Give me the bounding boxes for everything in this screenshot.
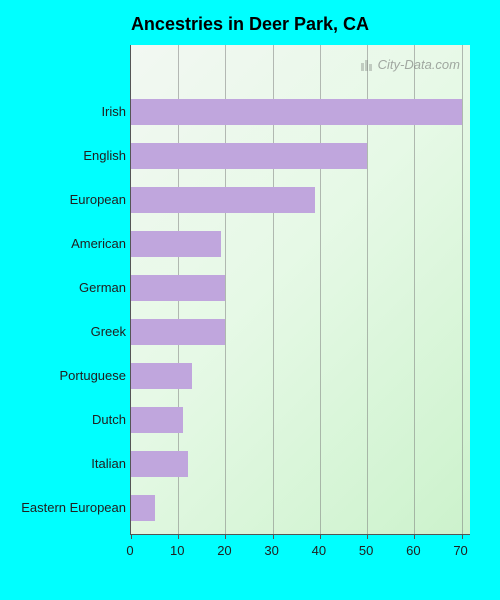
bar: [131, 187, 315, 213]
watermark: City-Data.com: [360, 57, 460, 72]
bar: [131, 451, 188, 477]
x-tick-label: 70: [453, 543, 467, 558]
y-tick-label: Portuguese: [20, 363, 126, 389]
bar: [131, 275, 225, 301]
y-tick-label: European: [20, 187, 126, 213]
watermark-text: City-Data.com: [378, 57, 460, 72]
x-tick-label: 20: [217, 543, 231, 558]
x-tick: [462, 535, 463, 539]
plot-area: City-Data.com: [130, 45, 470, 535]
x-tick-label: 40: [312, 543, 326, 558]
bar: [131, 363, 192, 389]
bar: [131, 495, 155, 521]
y-tick-label: Irish: [20, 99, 126, 125]
x-tick-label: 60: [406, 543, 420, 558]
x-tick: [225, 535, 226, 539]
gridline: [462, 45, 463, 534]
bar: [131, 99, 462, 125]
y-tick-label: American: [20, 231, 126, 257]
bar: [131, 407, 183, 433]
bar: [131, 231, 221, 257]
bar: [131, 143, 367, 169]
y-tick-label: Greek: [20, 319, 126, 345]
y-axis-labels: Irish English European American German Greek P…: [20, 45, 126, 535]
x-tick: [320, 535, 321, 539]
x-tick: [178, 535, 179, 539]
x-tick-label: 0: [126, 543, 133, 558]
x-tick: [367, 535, 368, 539]
x-tick-label: 10: [170, 543, 184, 558]
bar: [131, 319, 225, 345]
plot-wrap: Irish English European American German Greek P…: [20, 45, 480, 575]
y-tick-label: Eastern European: [20, 495, 126, 521]
y-tick-label: Dutch: [20, 407, 126, 433]
x-tick-label: 30: [264, 543, 278, 558]
chart-title: Ancestries in Deer Park, CA: [131, 14, 369, 35]
x-tick-label: 50: [359, 543, 373, 558]
x-axis-labels: 010203040506070: [130, 543, 470, 563]
x-tick: [273, 535, 274, 539]
x-tick: [414, 535, 415, 539]
x-tick: [131, 535, 132, 539]
y-tick-label: English: [20, 143, 126, 169]
y-tick-label: German: [20, 275, 126, 301]
y-tick-label: Italian: [20, 451, 126, 477]
